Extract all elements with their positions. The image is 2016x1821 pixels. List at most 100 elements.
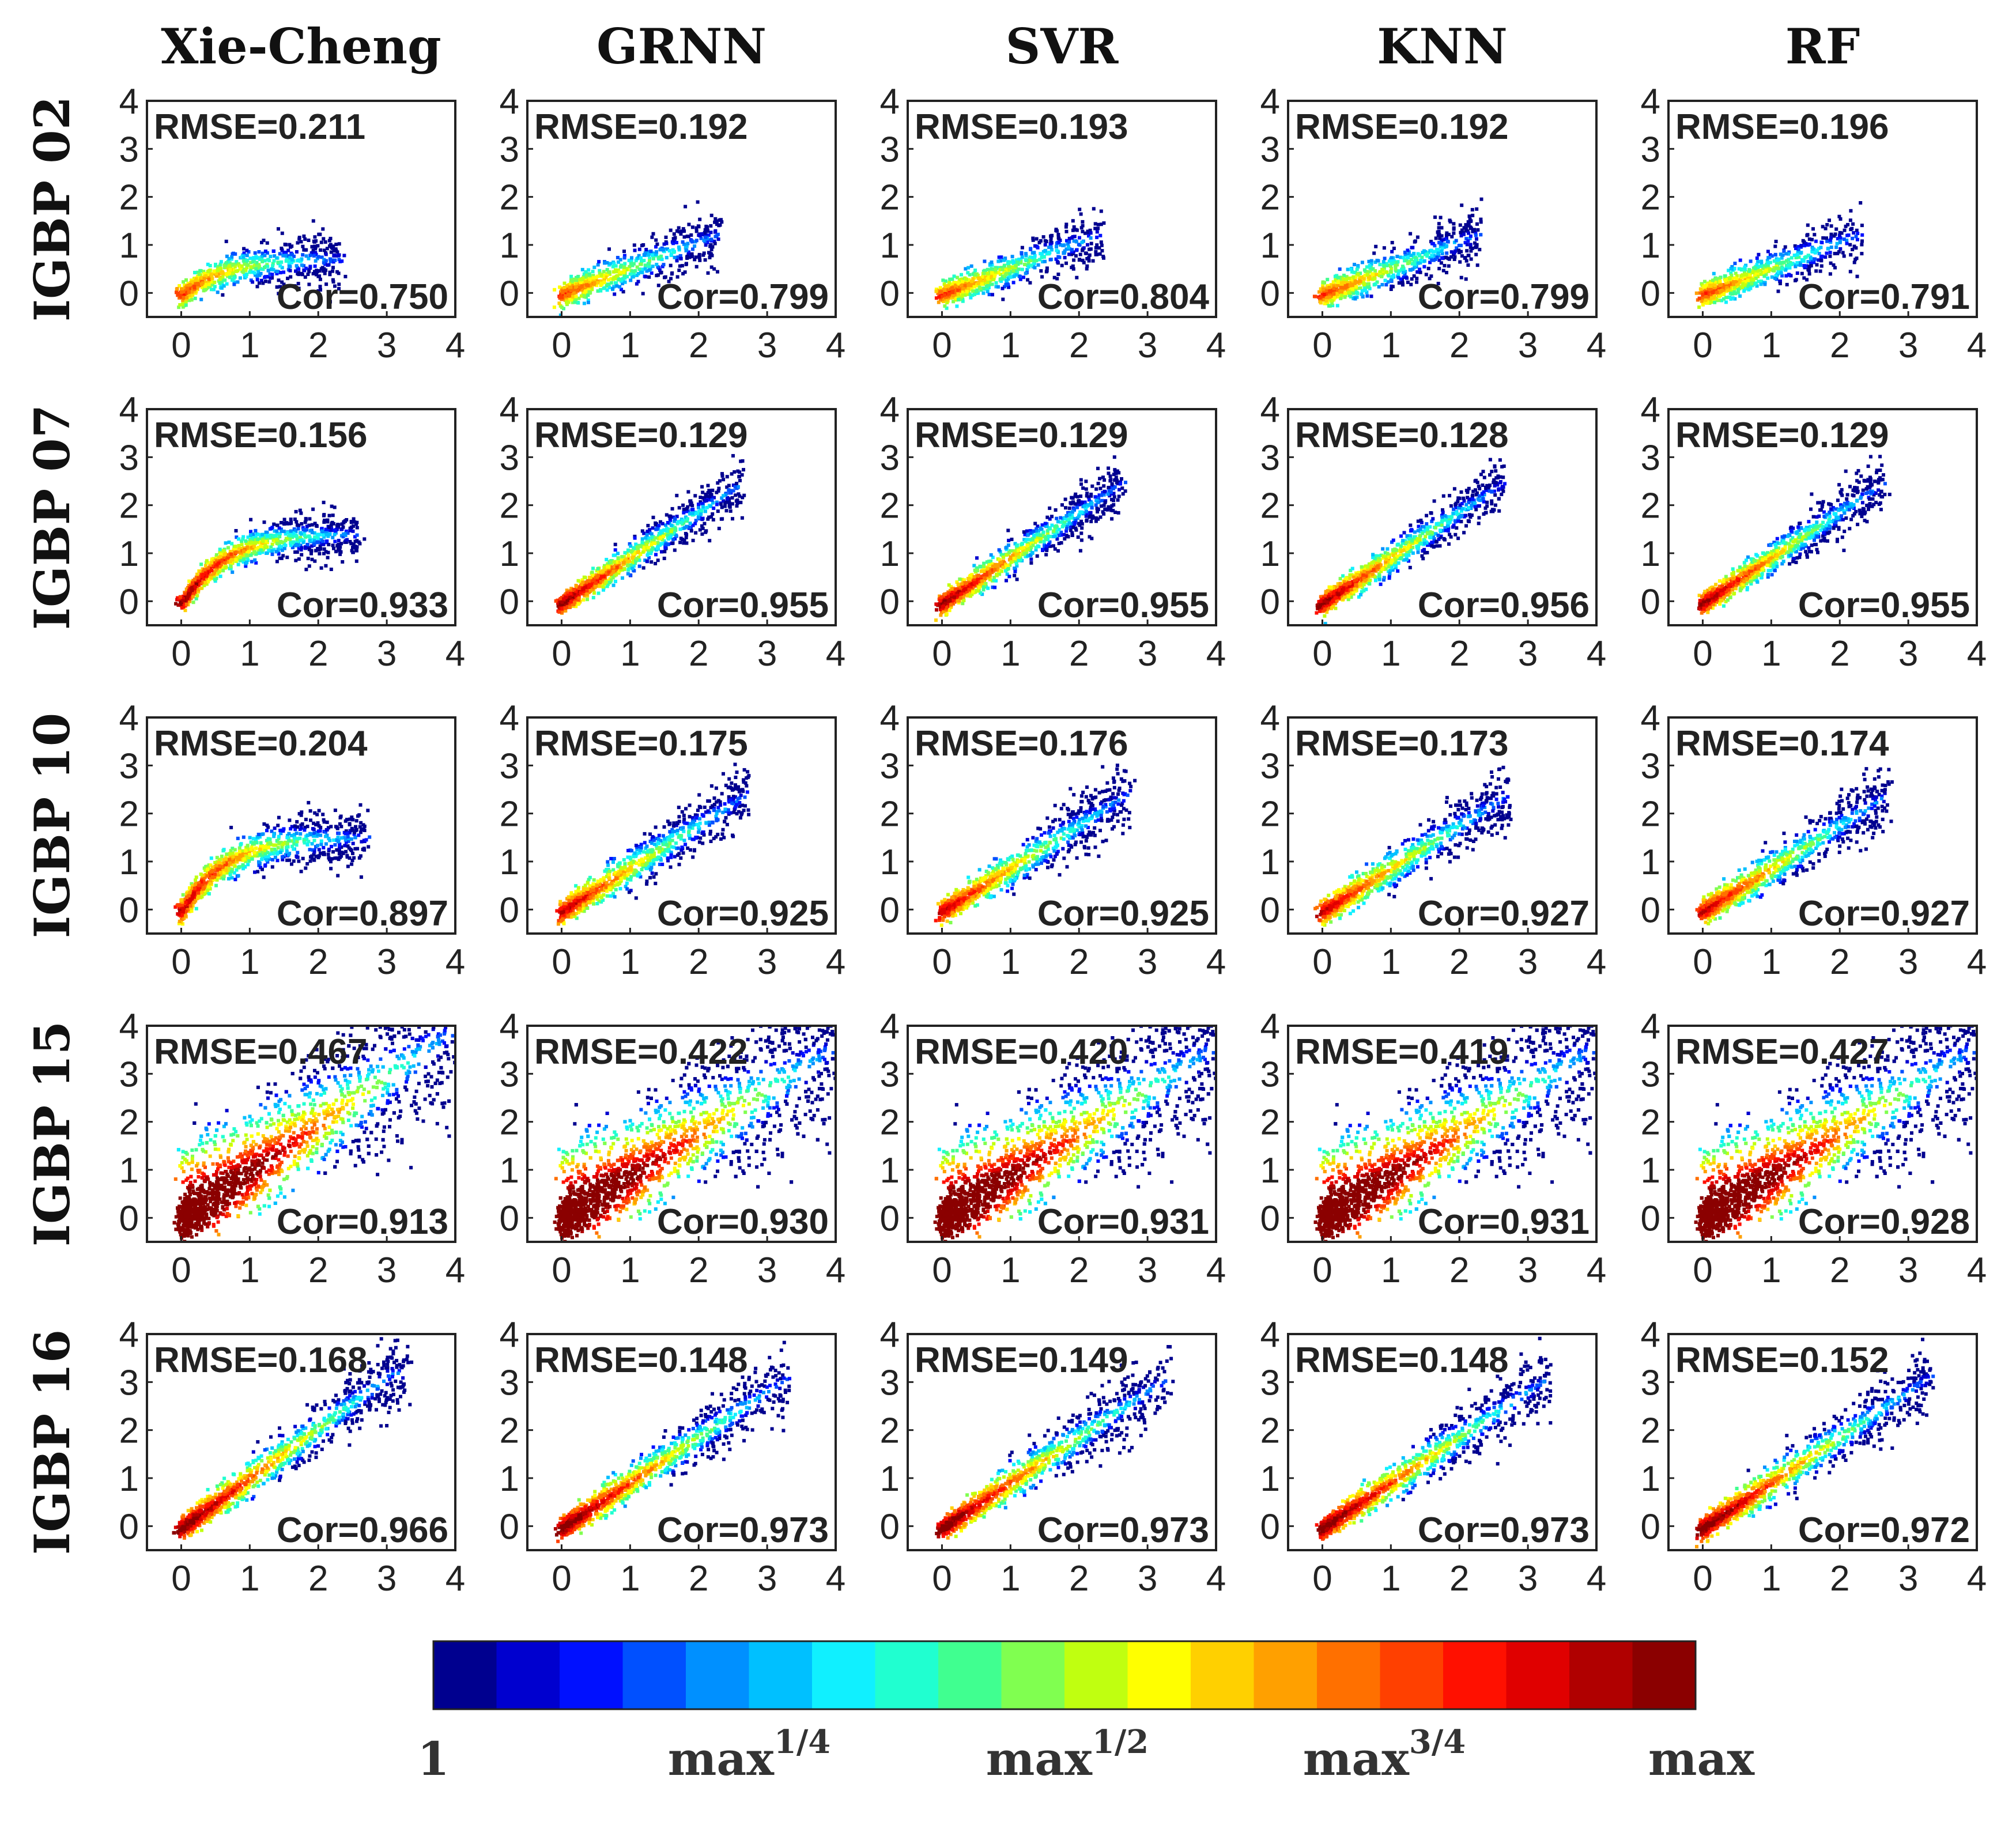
cor-label: Cor=0.897 [277, 894, 448, 934]
x-tick-label: 1 [1761, 326, 1781, 365]
y-tick-label: 2 [119, 795, 139, 834]
panel-igbp-15-knn: 0 1 2 3 4 0 1 2 3 4 RMSE=0.419 Cor=0.931 [1260, 1007, 1607, 1290]
y-tick-label: 3 [1260, 130, 1280, 169]
colorbar-swatch [622, 1641, 686, 1709]
rmse-label: RMSE=0.129 [1675, 415, 1889, 455]
density-points [935, 1345, 1175, 1540]
row-title-igbp-07: IGBP 07 [24, 405, 81, 630]
y-tick-label: 4 [1260, 698, 1280, 738]
panel-frame [1287, 1025, 1598, 1243]
y-tick-label: 3 [500, 130, 519, 169]
x-tick-label: 0 [1693, 1250, 1712, 1290]
x-tick-label: 3 [757, 942, 777, 982]
y-tick-label: 1 [119, 534, 139, 574]
x-tick-label: 0 [932, 326, 952, 365]
density-points [553, 1340, 791, 1543]
x-tick-label: 0 [1693, 1559, 1712, 1599]
rmse-label: RMSE=0.148 [1295, 1340, 1509, 1380]
density-points [1315, 1336, 1553, 1541]
panel-igbp-02-xie-cheng: 0 1 2 3 4 0 1 2 3 4 RMSE=0.211 Cor=0.750 [119, 82, 466, 365]
y-tick-label: 0 [880, 274, 900, 313]
rmse-label: RMSE=0.211 [154, 107, 365, 147]
density-points [555, 746, 751, 926]
y-tick-label: 3 [1641, 746, 1660, 786]
density-points [554, 454, 746, 615]
row-title-igbp-10: IGBP 10 [24, 713, 81, 938]
y-tick-label: 1 [119, 226, 139, 266]
y-tick-label: 2 [1260, 1103, 1280, 1143]
panel-igbp-02-svr: 0 1 2 3 4 0 1 2 3 4 RMSE=0.193 Cor=0.804 [880, 82, 1226, 365]
y-tick-label: 4 [119, 698, 139, 738]
colorbar-label: 1 [417, 1732, 450, 1786]
y-tick-label: 4 [119, 390, 139, 430]
y-tick-label: 3 [119, 438, 139, 478]
y-tick-label: 1 [500, 1459, 519, 1499]
x-tick-label: 4 [446, 634, 465, 674]
y-tick-label: 1 [880, 843, 900, 882]
y-tick-label: 1 [119, 843, 139, 882]
cor-label: Cor=0.750 [277, 277, 448, 317]
y-tick-label: 1 [119, 1459, 139, 1499]
y-tick-label: 4 [1641, 698, 1660, 738]
colorbar-frame [432, 1640, 1697, 1710]
x-tick-label: 2 [1449, 942, 1469, 982]
x-tick-label: 3 [1518, 942, 1538, 982]
colorbar-label: max3/4 [1303, 1723, 1466, 1786]
panel-frame [146, 100, 456, 318]
x-tick-label: 3 [757, 326, 777, 365]
y-tick-label: 4 [119, 82, 139, 122]
colorbar-swatch [560, 1641, 623, 1709]
y-tick-label: 4 [880, 1315, 900, 1355]
x-tick-label: 1 [1381, 1250, 1400, 1290]
density-points [1697, 455, 1892, 615]
rmse-label: RMSE=0.156 [154, 415, 368, 455]
x-tick-label: 3 [1518, 326, 1538, 365]
column-title-xie-cheng: Xie-Cheng [161, 18, 441, 75]
cor-label: Cor=0.956 [1418, 585, 1590, 625]
x-tick-label: 4 [446, 1250, 465, 1290]
panel-igbp-10-svr: 0 1 2 3 4 0 1 2 3 4 RMSE=0.176 Cor=0.925 [880, 698, 1226, 982]
y-tick-label: 1 [1260, 226, 1280, 266]
cor-label: Cor=0.913 [277, 1202, 448, 1242]
x-tick-label: 1 [1001, 326, 1020, 365]
x-tick-label: 4 [446, 1559, 465, 1599]
y-tick-label: 4 [880, 1007, 900, 1046]
x-tick-label: 1 [1001, 1559, 1020, 1599]
x-tick-label: 4 [1587, 1250, 1606, 1290]
density-points [1313, 1026, 1596, 1242]
density-points [1313, 765, 1513, 927]
density-points [933, 1026, 1216, 1242]
rmse-label: RMSE=0.175 [534, 724, 748, 764]
x-tick-label: 1 [1381, 326, 1400, 365]
x-tick-label: 1 [240, 326, 259, 365]
x-tick-label: 2 [689, 634, 708, 674]
panel-igbp-10-knn: 0 1 2 3 4 0 1 2 3 4 RMSE=0.173 Cor=0.927 [1260, 698, 1607, 982]
x-tick-label: 2 [1069, 942, 1089, 982]
y-tick-label: 4 [1641, 1315, 1660, 1355]
cor-label: Cor=0.966 [277, 1510, 448, 1550]
x-tick-label: 4 [1587, 942, 1606, 982]
x-tick-label: 4 [1967, 634, 1987, 674]
colorbar-swatch [1443, 1641, 1507, 1709]
y-tick-label: 3 [1260, 1363, 1280, 1403]
panel-frame [526, 1333, 837, 1551]
y-tick-label: 2 [1260, 1411, 1280, 1451]
x-tick-label: 2 [689, 1250, 708, 1290]
y-tick-label: 4 [1641, 390, 1660, 430]
column-title-rf: RF [1785, 18, 1860, 75]
y-tick-label: 2 [500, 1103, 519, 1143]
x-tick-label: 2 [1830, 326, 1849, 365]
rmse-label: RMSE=0.204 [154, 724, 368, 764]
panel-frame [146, 1333, 456, 1551]
y-tick-label: 0 [500, 582, 519, 622]
rmse-label: RMSE=0.427 [1675, 1032, 1889, 1072]
x-tick-label: 2 [308, 634, 328, 674]
density-points [1312, 197, 1483, 308]
x-tick-label: 0 [171, 1559, 191, 1599]
colorbar-swatch [938, 1641, 1002, 1709]
x-tick-label: 3 [1138, 1559, 1157, 1599]
cor-label: Cor=0.955 [1037, 585, 1209, 625]
y-tick-label: 0 [1641, 1507, 1660, 1547]
y-tick-label: 0 [1641, 1199, 1660, 1238]
y-tick-label: 0 [500, 1507, 519, 1547]
